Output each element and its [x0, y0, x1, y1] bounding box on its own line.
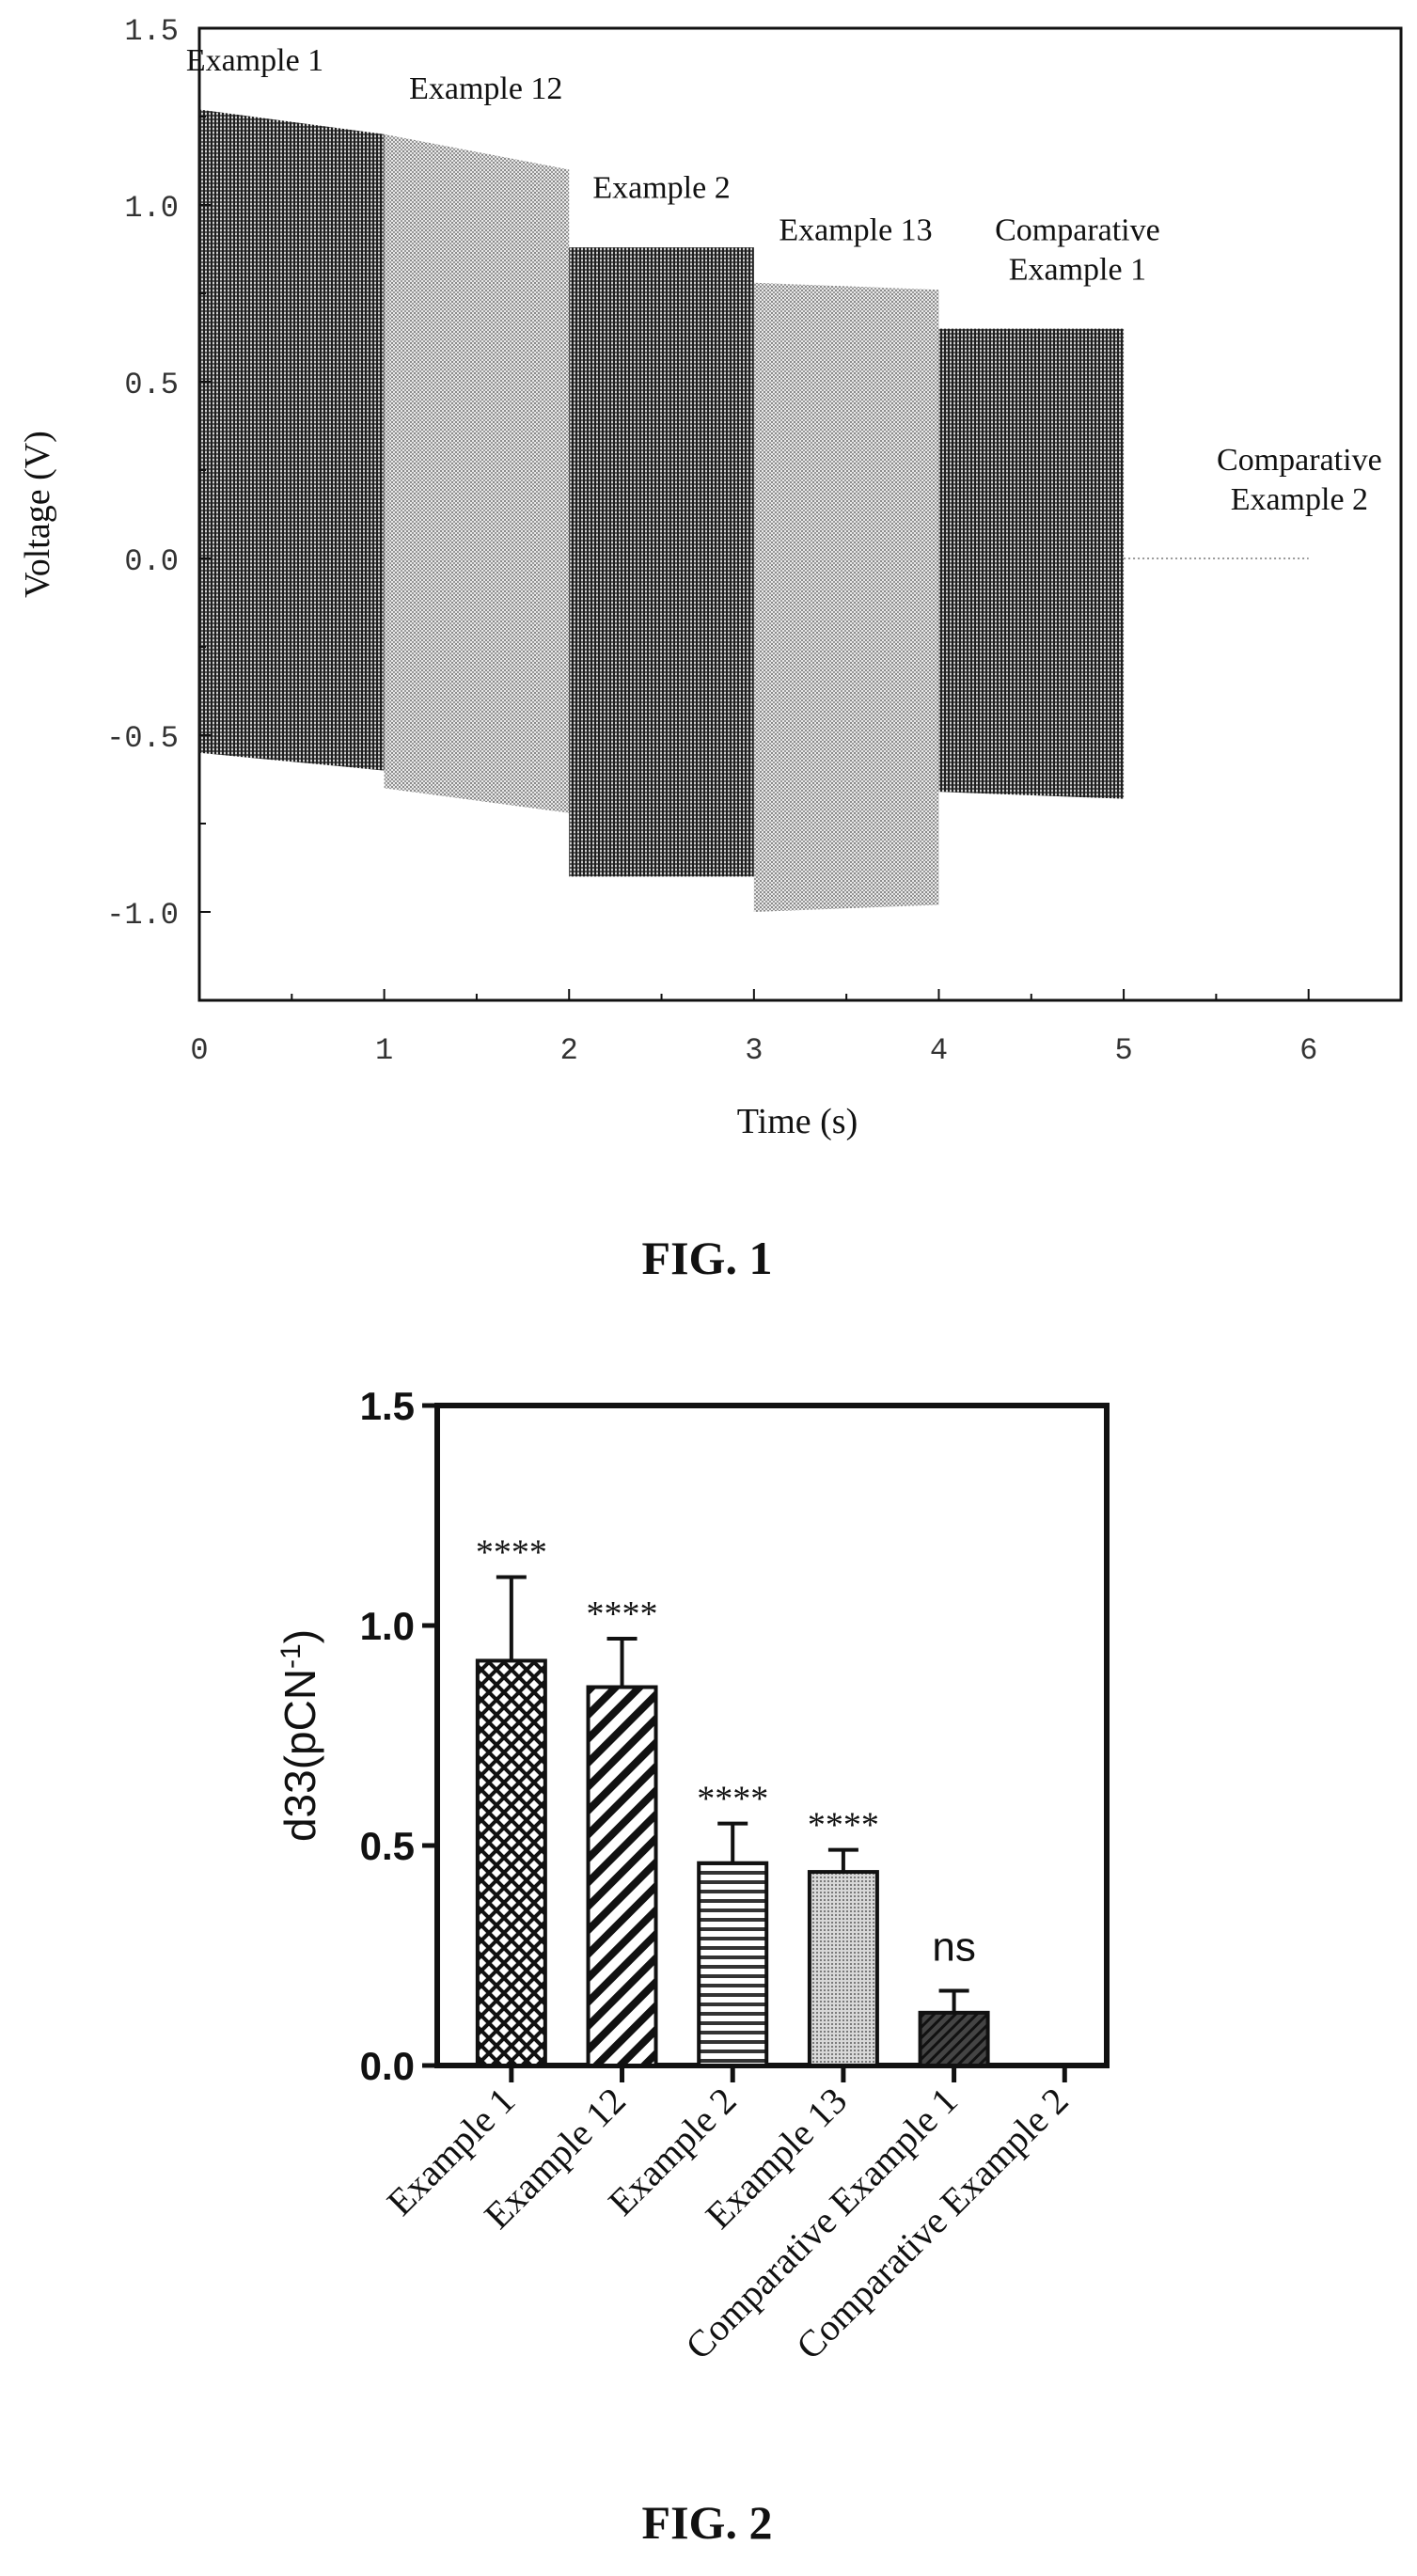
fig1-figure-label: FIG. 1: [642, 1232, 773, 1284]
fig1-y-tick-5: 1.5: [124, 14, 179, 49]
fig1-band-2: [569, 247, 754, 877]
fig1-series-label-4: Comparative Example 1: [995, 213, 1160, 288]
fig2-y-axis-label: d33(pCN-1): [276, 1629, 324, 1842]
fig2-significance-1: ****: [587, 1594, 658, 1634]
fig1-series-bands: [199, 109, 1309, 913]
fig1-y-tick-1: -0.5: [106, 721, 179, 756]
fig1-x-tick-0: 0: [190, 1033, 208, 1068]
fig2-y-axis-label-main: d33(pCN: [276, 1669, 324, 1842]
fig2-bars: **** **** **** **** ns: [475, 1533, 990, 2068]
fig1-series-label-2: Example 2: [592, 170, 730, 205]
fig2-bar-4: [918, 2010, 990, 2068]
fig1-y-tick-0: -1.0: [106, 898, 179, 933]
fig2-figure-label: FIG. 2: [642, 2496, 773, 2549]
fig1-y-axis-label: Voltage (V): [18, 431, 57, 598]
fig2-y-tick-3: 1.5: [360, 1384, 415, 1428]
fig2-y-tick-1: 0.5: [360, 1824, 415, 1868]
fig1-x-tick-1: 1: [375, 1033, 393, 1068]
fig2-plot-frame: [434, 1403, 1110, 2068]
fig1-x-tick-6: 6: [1299, 1033, 1317, 1068]
fig1-series-label-3: Example 13: [779, 213, 932, 248]
fig1-band-1: [384, 134, 570, 813]
fig1-y-ticks: -1.0 -0.5 0.0 0.5 1.0 1.5: [106, 14, 211, 1001]
fig1-y-tick-4: 1.0: [124, 191, 179, 226]
fig2-y-tick-2: 1.0: [360, 1604, 415, 1648]
fig2-significance-3: ****: [808, 1806, 879, 1846]
fig1-x-tick-3: 3: [745, 1033, 763, 1068]
fig2-bar-2: [697, 1861, 769, 2067]
fig1-x-tick-5: 5: [1114, 1033, 1132, 1068]
fig2-y-tick-0: 0.0: [360, 2044, 415, 2088]
fig1-band-0: [199, 109, 385, 771]
fig1-series-label-0: Example 1: [186, 43, 323, 78]
fig1-series-labels: Example 1 Example 12 Example 2 Example 13 Co…: [186, 43, 1382, 517]
fig1-y-tick-2: 0.0: [124, 544, 179, 579]
fig1-band-3: [753, 282, 939, 913]
d33-bar-chart: **** **** **** **** ns 0.0 0.5 1.0 1.5 Example …: [276, 1384, 1110, 2549]
voltage-chart: Example 1 Example 12 Example 2 Example 13 Co…: [18, 14, 1403, 1284]
fig1-series-label-1: Example 12: [409, 71, 562, 106]
fig1-x-ticks: 0 1 2 3 4 5 6: [190, 989, 1317, 1068]
fig2-significance-0: ****: [476, 1533, 547, 1573]
fig1-x-tick-2: 2: [560, 1033, 578, 1068]
fig1-y-tick-3: 0.5: [124, 368, 179, 402]
fig2-bar-0: [475, 1658, 547, 2067]
fig2-significance-4: ns: [932, 1924, 975, 1970]
fig1-band-4: [938, 328, 1125, 799]
fig2-y-ticks: 0.0 0.5 1.0 1.5: [360, 1384, 437, 2088]
fig2-bar-1: [586, 1685, 658, 2068]
fig2-y-axis-label-close: ): [276, 1629, 324, 1643]
fig2-significance-2: ****: [697, 1780, 768, 1819]
fig1-x-axis-label: Time (s): [737, 1102, 858, 1141]
fig1-series-label-5: Comparative Example 2: [1217, 443, 1382, 517]
fig2-y-axis-label-sup: -1: [276, 1643, 307, 1669]
fig1-x-tick-4: 4: [930, 1033, 948, 1068]
fig2-bar-3: [807, 1870, 879, 2067]
